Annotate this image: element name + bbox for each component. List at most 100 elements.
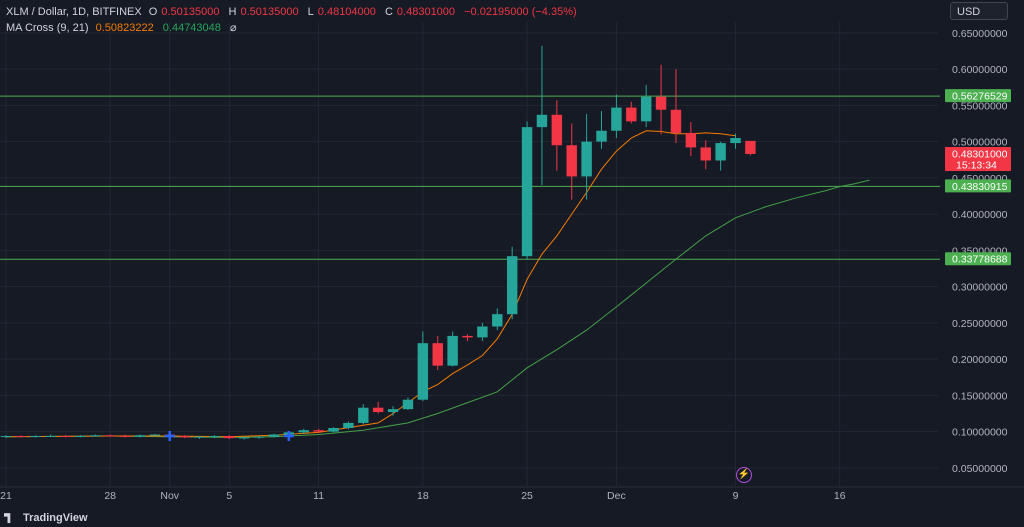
candle-body [626,107,637,122]
candle-body [358,407,369,423]
y-tick-label: 0.30000000 [952,282,1008,294]
x-tick-label: Nov [160,490,179,502]
eye-icon[interactable]: ⌀ [229,22,237,34]
candle-body [298,430,309,433]
x-tick-label: 21 [0,490,12,502]
candle-body [417,343,429,400]
candle-body [372,407,384,413]
candle-body [224,435,235,439]
lightning-icon[interactable]: ⚡ [736,467,752,483]
candle-body [700,147,711,161]
level-price-label-bg [945,252,1011,266]
low-key: L [307,6,314,18]
candle-body [179,435,190,438]
ohlc-row: XLM / Dollar, 1D, BITFINEX O 0.50135000 H… [6,5,583,19]
candle-body [402,399,414,410]
candle-body [268,434,280,437]
candle-body [238,437,250,439]
last-price-label: 0.48301000 [952,148,1008,160]
candle-body [0,435,12,437]
y-tick-label: 0.15000000 [952,390,1008,402]
candle-body [194,436,205,438]
candle-body [492,314,503,327]
candle-body [313,430,324,432]
y-tick-label: 0.25000000 [952,318,1008,330]
ma-cross-marker [164,430,175,441]
candle-body [104,435,116,437]
candle-body [521,127,533,257]
candle-body [75,435,86,437]
ma-slow-line [5,179,870,438]
close-value: 0.48301000 [396,6,456,18]
candle-body [15,435,27,437]
candle-body [506,256,518,315]
candle-body [670,109,682,133]
ma-cross-marker [283,430,294,441]
level-price-label: 0.33778688 [952,254,1008,266]
y-tick-label: 0.40000000 [952,209,1008,221]
candle-body [715,143,726,161]
ma-row: MA Cross (9, 21) 0.50823222 0.44743048 ⌀ [6,21,583,35]
x-tick-label: 5 [226,490,232,502]
candle-body [209,435,220,437]
y-tick-label: 0.55000000 [952,100,1008,112]
x-tick-label: Dec [607,490,626,502]
x-tick-label: 9 [733,490,739,502]
candle-body [60,435,71,437]
level-price-label-bg [945,89,1011,103]
candle-body [90,435,101,437]
ma-slow-value: 0.44743048 [162,22,221,34]
high-value: 0.50135000 [240,6,299,18]
candle-body [253,436,265,438]
y-tick-label: 0.60000000 [952,64,1008,76]
ma-fast-line [5,130,736,438]
candle-body [432,343,443,366]
y-tick-label: 0.10000000 [952,427,1008,439]
candle-body [477,326,488,338]
candle-body [745,140,756,154]
candle-body [551,114,563,146]
candle-body [134,435,146,437]
candle-body [119,435,131,437]
candle-body [45,435,56,437]
x-tick-label: 18 [417,490,429,502]
candle-body [640,96,652,122]
last-price-label-countdown: 15:13:34 [956,159,997,171]
x-tick-label: 11 [313,490,324,502]
ma-fast-value: 0.50823222 [95,22,154,34]
close-key: C [384,6,393,18]
last-price-label-bg [945,146,1011,171]
y-tick-label: 0.20000000 [952,354,1008,366]
open-value: 0.50135000 [161,6,220,18]
open-key: O [148,6,158,18]
tradingview-logo[interactable]: TradingView [4,512,88,524]
candle-body [685,132,697,148]
level-price-label-bg [945,179,1011,193]
y-tick-label: 0.05000000 [952,463,1008,475]
candle-body [581,141,592,177]
tradingview-mark-icon [4,513,11,524]
change-value: −0.02195000 (−4.35%) [464,6,577,18]
candle-body [149,434,161,436]
legend-header: XLM / Dollar, 1D, BITFINEX O 0.50135000 H… [6,5,583,37]
level-price-label: 0.56276529 [952,91,1008,103]
candle-body [447,335,458,366]
currency-button[interactable]: USD [950,2,1008,20]
candle-body [328,428,339,432]
ma-indicator-label[interactable]: MA Cross (9, 21) [6,22,89,34]
level-price-label: 0.43830915 [952,181,1008,193]
candle-body [611,107,622,131]
candle-body [655,96,667,110]
x-tick-label: 16 [834,490,846,502]
candle-body [30,435,41,437]
x-tick-label: 28 [104,490,116,502]
high-key: H [228,6,237,18]
candle-body [536,114,548,128]
candle-body [387,409,399,413]
y-tick-label: 0.50000000 [952,137,1008,149]
symbol-label[interactable]: XLM / Dollar, 1D, BITFINEX [6,6,142,18]
y-tick-label: 0.65000000 [952,28,1008,40]
candle-body [566,145,577,177]
brand-name: TradingView [23,512,88,524]
